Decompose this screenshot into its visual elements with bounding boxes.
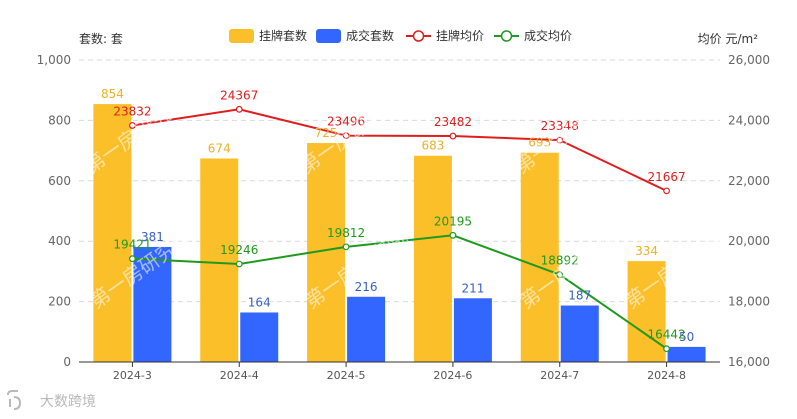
bar-value-label: 187 [568, 289, 591, 303]
bar-listing [200, 158, 239, 362]
line-point [235, 105, 243, 113]
bar-value-label: 693 [528, 136, 551, 150]
line-value-label: 18892 [541, 254, 579, 268]
right-axis-title: 均价 元/m² [698, 32, 759, 46]
line-point [449, 132, 457, 140]
x-tick-label: 2024-8 [647, 369, 686, 382]
legend: 挂牌套数 成交套数 挂牌均价 成交均价 [229, 28, 572, 43]
legend-label: 成交套数 [346, 28, 394, 43]
line-value-label: 20195 [434, 214, 472, 228]
legend-swatch-marker [500, 30, 513, 42]
x-tick-label: 2024-4 [220, 369, 259, 382]
bar-value-label: 381 [141, 230, 164, 244]
line-value-label: 19421 [113, 238, 151, 252]
watermark-text: 第一房研究院 [510, 90, 622, 178]
brand-name: 大数跨境 [40, 394, 96, 410]
line-value-label: 23496 [327, 115, 365, 129]
left-tick-label: 1,000 [37, 53, 71, 67]
bar-layer [93, 104, 706, 362]
bar-listing [627, 261, 666, 362]
legend-swatch-bar [229, 29, 254, 43]
left-tick-label: 200 [48, 295, 71, 309]
bar-value-label: 50 [679, 330, 694, 344]
right-tick-label: 26,000 [728, 53, 770, 67]
watermark-text: 第一房研究院 [605, 55, 717, 143]
line-point [663, 345, 670, 353]
line-point [129, 255, 136, 263]
line-layer [129, 105, 670, 353]
x-tick-label: 2024-7 [540, 369, 579, 382]
bar-value-label: 216 [355, 280, 378, 294]
axis-layer: 套数: 套 均价 元/m² 0 200 400 600 800 1,000 16,000 18… [37, 31, 770, 382]
left-axis-title: 套数: 套 [79, 31, 123, 46]
line-point [129, 122, 136, 129]
bar-listing [413, 155, 452, 362]
bar-value-label: 725 [315, 126, 338, 140]
left-tick-label: 600 [48, 174, 71, 188]
bar-deal [453, 298, 492, 362]
label-layer: 854 674 725 683 693 334 381 164 216 211 187 50 23832… [101, 87, 694, 344]
series-line-deal-price [132, 234, 668, 350]
right-tick-label: 20,000 [728, 234, 770, 248]
bar-deal [347, 296, 386, 362]
left-tick-label: 800 [48, 113, 71, 127]
x-tick-label: 2024-6 [433, 369, 472, 382]
line-point [663, 187, 670, 195]
legend-label: 挂牌均价 [436, 29, 484, 43]
line-point [342, 243, 350, 251]
line-point [342, 132, 350, 140]
right-tick-label: 16,000 [728, 355, 770, 369]
line-value-label: 19812 [327, 226, 365, 240]
line-point [556, 271, 564, 279]
right-tick-label: 18,000 [728, 295, 770, 309]
line-value-label: 23348 [541, 119, 579, 133]
legend-label: 挂牌套数 [259, 28, 307, 43]
legend-swatch-marker [412, 30, 425, 42]
bar-value-label: 334 [635, 244, 658, 258]
left-tick-label: 0 [63, 355, 71, 369]
line-value-label: 23832 [113, 104, 151, 118]
bar-listing [520, 152, 559, 362]
line-value-label: 23482 [434, 115, 472, 129]
x-tick-label: 2024-3 [113, 369, 152, 382]
line-point [556, 136, 564, 144]
line-value-label: 19246 [220, 243, 258, 257]
line-value-label: 21667 [647, 170, 685, 184]
series-line-listing-price [132, 108, 668, 192]
bar-deal [133, 246, 172, 362]
left-tick-label: 400 [48, 234, 71, 248]
line-point [235, 260, 243, 268]
bar-value-label: 164 [248, 295, 271, 309]
grid-layer [79, 59, 720, 303]
bar-deal [667, 346, 706, 362]
bar-value-label: 854 [101, 87, 124, 101]
line-point [449, 231, 457, 239]
x-tick-label: 2024-5 [327, 369, 366, 382]
legend-label: 成交均价 [524, 28, 572, 43]
bar-deal [560, 305, 599, 362]
right-tick-label: 24,000 [728, 113, 770, 127]
brand-logo: 大数跨境 [7, 390, 96, 410]
bar-value-label: 683 [421, 139, 444, 153]
line-value-label: 16442 [647, 328, 685, 342]
watermark-text: 第一房研究院 [295, 90, 407, 178]
bar-deal [240, 312, 279, 362]
legend-swatch-bar [316, 29, 341, 43]
bar-value-label: 211 [461, 281, 484, 295]
bar-listing [93, 104, 132, 362]
line-value-label: 24367 [220, 88, 258, 102]
brand-icon [7, 390, 22, 410]
right-tick-label: 22,000 [728, 174, 770, 188]
bar-value-label: 674 [208, 141, 231, 155]
